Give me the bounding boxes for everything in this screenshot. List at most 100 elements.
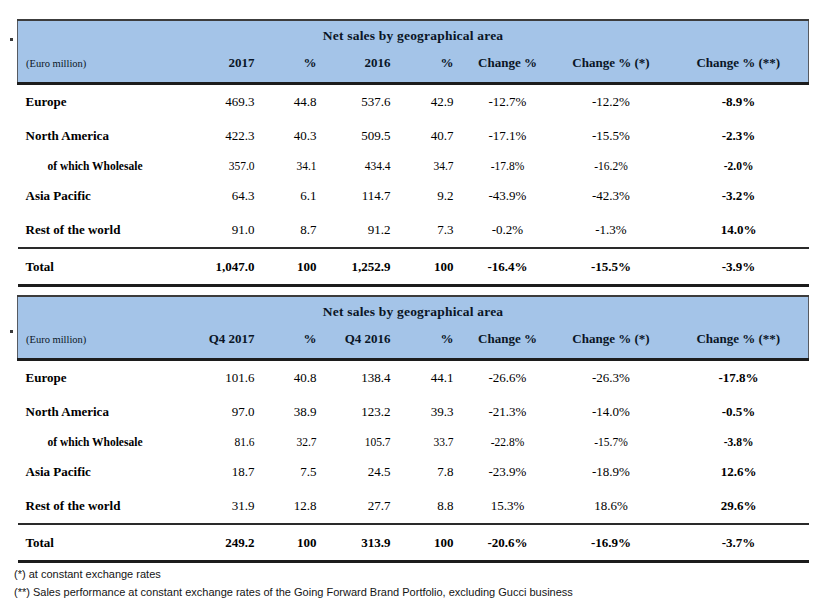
cell-value: 42.9 [400, 84, 462, 120]
table-row: Europe101.640.8138.444.1-26.6%-26.3%-17.… [18, 360, 809, 396]
total-value: 100 [265, 524, 325, 562]
cell-value: 14.0% [669, 213, 809, 248]
cell-value: 24.5 [325, 455, 400, 489]
cell-value: 422.3 [203, 119, 265, 153]
cell-value: 29.6% [669, 489, 809, 524]
total-value: -16.9% [554, 524, 669, 562]
row-label: Rest of the world [18, 489, 203, 524]
stray-document-mark [10, 330, 13, 333]
table-row: Asia Pacific64.36.1114.79.2-43.9%-42.3%-… [18, 179, 809, 213]
cell-value: 39.3 [400, 395, 462, 429]
cell-value: -3.8% [669, 429, 809, 455]
row-label: Asia Pacific [18, 455, 203, 489]
footnote-constant-exchange: (*) at constant exchange rates [14, 566, 573, 584]
cell-value: 33.7 [400, 429, 462, 455]
total-value: 100 [265, 248, 325, 286]
cell-value: 91.2 [325, 213, 400, 248]
cell-value: 81.6 [203, 429, 265, 455]
row-label: of which Wholesale [18, 153, 203, 179]
cell-value: -1.3% [554, 213, 669, 248]
table-row: Rest of the world31.912.827.78.815.3%18.… [18, 489, 809, 524]
column-header-row: (Euro million)2017%2016%Change %Change %… [18, 46, 809, 84]
cell-value: 7.8 [400, 455, 462, 489]
row-label: Europe [18, 360, 203, 396]
row-label: Europe [18, 84, 203, 120]
unit-label: (Euro million) [18, 46, 203, 84]
table-title-row: Net sales by geographical area [18, 20, 809, 46]
cell-value: 9.2 [400, 179, 462, 213]
total-value: 313.9 [325, 524, 400, 562]
cell-value: 31.9 [203, 489, 265, 524]
total-value: -3.7% [669, 524, 809, 562]
cell-value: 138.4 [325, 360, 400, 396]
total-row: Total1,047.01001,252.9100-16.4%-15.5%-3.… [18, 248, 809, 286]
cell-value: 40.3 [265, 119, 325, 153]
column-header: % [265, 322, 325, 360]
total-value: -15.5% [554, 248, 669, 286]
total-row: Total249.2100313.9100-20.6%-16.9%-3.7% [18, 524, 809, 562]
total-value: -16.4% [462, 248, 554, 286]
cell-value: -3.2% [669, 179, 809, 213]
column-header: Change % [462, 46, 554, 84]
cell-value: 537.6 [325, 84, 400, 120]
cell-value: 357.0 [203, 153, 265, 179]
cell-value: -17.1% [462, 119, 554, 153]
cell-value: 91.0 [203, 213, 265, 248]
cell-value: -26.6% [462, 360, 554, 396]
column-header: Q4 2017 [203, 322, 265, 360]
cell-value: -8.9% [669, 84, 809, 120]
cell-value: -0.5% [669, 395, 809, 429]
cell-value: 8.8 [400, 489, 462, 524]
cell-value: 32.7 [265, 429, 325, 455]
cell-value: 15.3% [462, 489, 554, 524]
cell-value: -17.8% [462, 153, 554, 179]
stray-document-mark [10, 38, 13, 41]
column-header: 2016 [325, 46, 400, 84]
cell-value: -16.2% [554, 153, 669, 179]
cell-value: -26.3% [554, 360, 669, 396]
table-title: Net sales by geographical area [18, 20, 809, 46]
cell-value: 7.5 [265, 455, 325, 489]
cell-value: -2.3% [669, 119, 809, 153]
financial-table: Net sales by geographical area(Euro mill… [17, 19, 809, 287]
table-row: Rest of the world91.08.791.27.3-0.2%-1.3… [18, 213, 809, 248]
row-label: North America [18, 119, 203, 153]
column-header: Change % (**) [669, 322, 809, 360]
total-value: 100 [400, 248, 462, 286]
cell-value: 105.7 [325, 429, 400, 455]
cell-value: 12.6% [669, 455, 809, 489]
cell-value: -22.8% [462, 429, 554, 455]
cell-value: 8.7 [265, 213, 325, 248]
cell-value: -2.0% [669, 153, 809, 179]
total-value: -3.9% [669, 248, 809, 286]
column-header: Change % [462, 322, 554, 360]
total-value: 100 [400, 524, 462, 562]
column-header: Change % (*) [554, 46, 669, 84]
table-row: of which Wholesale81.632.7105.733.7-22.8… [18, 429, 809, 455]
cell-value: 34.7 [400, 153, 462, 179]
cell-value: 18.7 [203, 455, 265, 489]
table-row: Europe469.344.8537.642.9-12.7%-12.2%-8.9… [18, 84, 809, 120]
cell-value: -23.9% [462, 455, 554, 489]
net-sales-table-q4: Net sales by geographical area(Euro mill… [17, 295, 809, 563]
column-header: 2017 [203, 46, 265, 84]
cell-value: -14.0% [554, 395, 669, 429]
cell-value: 38.9 [265, 395, 325, 429]
column-header: Change % (**) [669, 46, 809, 84]
total-label: Total [18, 524, 203, 562]
column-header: % [400, 322, 462, 360]
cell-value: 40.8 [265, 360, 325, 396]
cell-value: 27.7 [325, 489, 400, 524]
cell-value: -12.2% [554, 84, 669, 120]
column-header: Change % (*) [554, 322, 669, 360]
cell-value: -17.8% [669, 360, 809, 396]
table-row: North America422.340.3509.540.7-17.1%-15… [18, 119, 809, 153]
total-value: -20.6% [462, 524, 554, 562]
column-header: Q4 2016 [325, 322, 400, 360]
row-label: of which Wholesale [18, 429, 203, 455]
total-value: 1,252.9 [325, 248, 400, 286]
table-row: of which Wholesale357.034.1434.434.7-17.… [18, 153, 809, 179]
row-label: North America [18, 395, 203, 429]
financial-table: Net sales by geographical area(Euro mill… [17, 295, 809, 563]
cell-value: 64.3 [203, 179, 265, 213]
